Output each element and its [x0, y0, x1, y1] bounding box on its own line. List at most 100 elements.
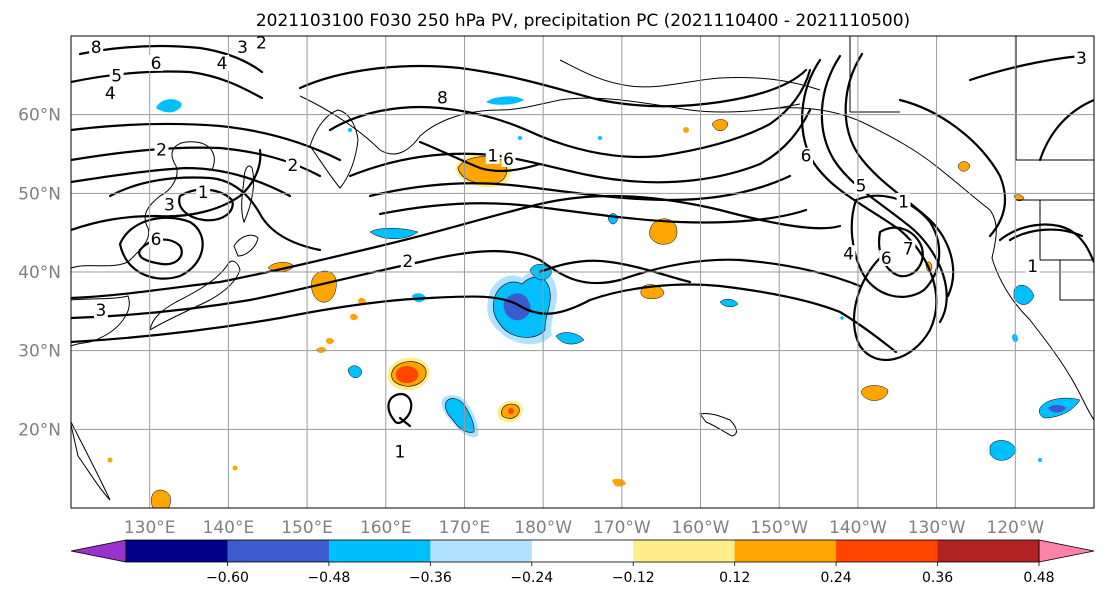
siberia-alaska-coast [299, 95, 801, 155]
colorbar-tick-label: 0.48 [1023, 570, 1054, 586]
pv-contour-label: 2 [256, 33, 267, 53]
pv-label-background [235, 39, 250, 56]
pv-label-background [103, 84, 118, 101]
pv-contour-asia-1 [71, 148, 262, 232]
map-frame [70, 35, 1095, 509]
precip-blob-subtropical-red [387, 357, 430, 391]
precip-blob-orange-misc [107, 119, 1025, 508]
na-borders [849, 36, 1094, 301]
graticule [71, 36, 1094, 508]
lon-tick-label: 180°W [514, 518, 572, 538]
pv-contour-label: 4 [843, 244, 854, 264]
pv-label-background [485, 147, 500, 164]
pv-contour-trough-3 [844, 52, 955, 298]
pv-label-background [1025, 257, 1040, 274]
pv-contour-east-1 [898, 98, 1007, 238]
colorbar-segment [836, 540, 939, 562]
lon-tick-label: 140°W [829, 518, 887, 538]
pv-contour-north-4 [368, 174, 792, 202]
arctic-coast [559, 59, 821, 91]
lat-tick-label: 60°N [18, 106, 61, 126]
pv-contour-label: 2 [156, 140, 167, 160]
pv-label-background [798, 147, 813, 164]
colorbar-segment [328, 540, 431, 562]
lon-tick-label: 160°E [360, 518, 412, 538]
japan-honshu [149, 260, 241, 332]
colorbar-frame [125, 539, 1040, 563]
pv-contour-east-5 [1008, 228, 1084, 242]
pv-contour-label: 5 [856, 177, 867, 197]
kamchatka [309, 109, 359, 189]
colorbar-segment [633, 540, 736, 562]
pv-contour-north-1 [298, 64, 808, 108]
pv-contour-east-2 [998, 223, 1094, 264]
pv-contour-subtropical-tail [398, 416, 412, 428]
pv-contour-label: 5 [111, 66, 122, 86]
pv-contour-label: 6 [881, 249, 892, 269]
pv-contour-label: 8 [437, 89, 448, 109]
lon-tick-label: 140°E [203, 518, 255, 538]
pv-contour-label: 2 [402, 252, 413, 272]
pv-label-background [901, 240, 916, 257]
lat-tick-label: 30°N [18, 342, 61, 362]
pv-contour-asia-5 [71, 122, 342, 162]
colorbar-tick-label: 0.36 [922, 570, 953, 586]
pv-label-background [93, 301, 108, 318]
pv-contour-2 [71, 250, 862, 320]
lat-tick-label: 20°N [18, 420, 61, 440]
colorbar-tick-label: −0.24 [510, 570, 553, 586]
colorbar-segment [734, 540, 837, 562]
lon-tick-label: 130°W [908, 518, 966, 538]
pv-contour-label: 3 [95, 301, 106, 321]
pv-contour-label: 1 [487, 147, 498, 167]
na-west-coast [759, 107, 1094, 421]
pv-contour-label: 1 [395, 443, 406, 463]
colorbar-segment [227, 540, 330, 562]
pv-contour-label: 7 [903, 240, 914, 260]
colorbar-tick-label: 0.12 [719, 570, 750, 586]
sakhalin [241, 165, 255, 224]
pv-contour-label: 3 [1076, 49, 1087, 69]
precip-blob-small-red [497, 401, 523, 423]
pv-label-background [196, 183, 211, 200]
pv-contour-label: 1 [1027, 257, 1038, 277]
pv-label-background [1074, 50, 1089, 67]
pv-label-background [841, 245, 856, 262]
pv-contour-closed-3 [118, 216, 204, 280]
pv-label-background [89, 39, 104, 56]
pv-contour-subtropical-ring [387, 392, 413, 425]
pv-contour-asia-2 [108, 176, 322, 252]
colorbar-tick-label: −0.60 [206, 570, 249, 586]
pv-label-background [854, 177, 869, 194]
pv-label-background [400, 253, 415, 270]
pv-contour-label: 4 [217, 54, 228, 74]
pv-contour-3 [71, 283, 898, 354]
pv-label-background [154, 141, 169, 158]
pv-contour-label: 6 [151, 230, 162, 250]
pv-contour-asia-3 [71, 166, 292, 198]
pv-contour-north-5 [378, 202, 808, 224]
pv-contour-north-3 [348, 108, 812, 184]
lon-tick-label: 120°W [986, 518, 1044, 538]
pv-contour-label: 8 [91, 38, 102, 58]
pv-label-background [148, 231, 163, 248]
colorbar-tick-label: −0.36 [409, 570, 452, 586]
colorbar-segment [430, 540, 533, 562]
pv-label-background [148, 54, 163, 71]
colorbar-tick-label: 0.24 [821, 570, 852, 586]
pv-label-background [392, 443, 407, 460]
pv-contour-label: 4 [105, 84, 116, 104]
japan-hokkaido [233, 234, 259, 257]
pv-contour-east-4 [968, 54, 1082, 82]
pv-contour-asia-6 [71, 70, 264, 100]
pv-contour-label: 3 [237, 38, 248, 58]
pv-label-background [285, 157, 300, 174]
lon-tick-label: 130°E [124, 518, 176, 538]
pv-contour-east-3 [1038, 98, 1094, 162]
colorbar-under-extension [70, 539, 127, 563]
pv-contour-label: 6 [503, 150, 514, 170]
pv-contour-label: 1 [198, 183, 209, 203]
